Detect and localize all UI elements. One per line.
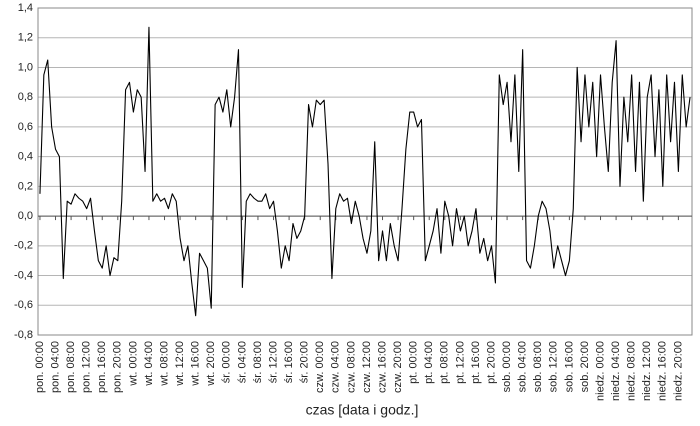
x-tick-label: sob. 20:00 [579, 341, 591, 392]
x-tick-label: pon. 12:00 [81, 341, 93, 393]
x-tick-label: wt. 16:00 [190, 341, 202, 387]
x-tick-label: czw. 04:00 [330, 341, 342, 393]
x-tick-label: wt. 04:00 [143, 341, 155, 387]
x-tick-label: czw. 00:00 [314, 341, 326, 393]
x-tick-label: pt. 12:00 [454, 341, 466, 384]
x-tick-label: niedz. 20:00 [672, 341, 684, 401]
x-tick-label: sob. 16:00 [563, 341, 575, 392]
x-tick-label: pt. 08:00 [439, 341, 451, 384]
x-tick-label: pt. 04:00 [423, 341, 435, 384]
x-tick-label: niedz. 16:00 [657, 341, 669, 401]
x-tick-label: niedz. 00:00 [594, 341, 606, 401]
x-tick-label: pt. 00:00 [408, 341, 420, 384]
x-tick-label: pon. 08:00 [65, 341, 77, 393]
x-tick-label: sob. 08:00 [532, 341, 544, 392]
x-tick-label: śr. 16:00 [283, 341, 295, 383]
x-tick-label: czw. 20:00 [392, 341, 404, 393]
x-tick-label: śr. 20:00 [299, 341, 311, 383]
y-tick-label: 0,8 [18, 91, 33, 103]
x-tick-label: sob. 00:00 [501, 341, 513, 392]
x-tick-label: śr. 12:00 [267, 341, 279, 383]
x-axis-label: czas [data i godz.] [306, 402, 419, 418]
x-tick-label: czw. 08:00 [345, 341, 357, 393]
y-tick-label: 1,2 [18, 32, 33, 44]
y-tick-label: -0,8 [14, 329, 33, 341]
x-tick-label: wt. 12:00 [174, 341, 186, 387]
x-tick-label: wt. 00:00 [127, 341, 139, 387]
y-tick-label: 1,0 [18, 61, 33, 73]
x-tick-label: pt. 16:00 [470, 341, 482, 384]
x-tick-label: sob. 12:00 [548, 341, 560, 392]
x-tick-label: pon. 16:00 [96, 341, 108, 393]
x-tick-label: sob. 04:00 [517, 341, 529, 392]
y-tick-label: -0,4 [14, 269, 33, 281]
y-tick-label: -0,6 [14, 299, 33, 311]
x-tick-label: niedz. 08:00 [626, 341, 638, 401]
x-tick-label: śr. 00:00 [221, 341, 233, 383]
x-tick-label: pon. 00:00 [34, 341, 46, 393]
data-line [39, 26, 691, 317]
y-tick-label: 0,4 [18, 151, 33, 163]
x-tick-label: niedz. 12:00 [641, 341, 653, 401]
y-tick-label: 0,0 [18, 210, 33, 222]
x-tick-label: wt. 08:00 [158, 341, 170, 387]
x-tick-label: pon. 20:00 [112, 341, 124, 393]
plot-frame [37, 7, 693, 336]
y-tick-label: 1,4 [18, 2, 33, 14]
y-tick-label: -0,2 [14, 240, 33, 252]
y-tick-label: 0,2 [18, 180, 33, 192]
y-tick-label: 0,6 [18, 121, 33, 133]
x-tick-label: czw. 12:00 [361, 341, 373, 393]
x-tick-label: niedz. 04:00 [610, 341, 622, 401]
x-tick-label: wt. 20:00 [205, 341, 217, 387]
x-tick-label: śr. 08:00 [252, 341, 264, 383]
x-tick-label: śr. 04:00 [236, 341, 248, 383]
x-tick-label: pt. 20:00 [485, 341, 497, 384]
x-tick-label: pon. 04:00 [49, 341, 61, 393]
x-tick-label: czw. 16:00 [376, 341, 388, 393]
